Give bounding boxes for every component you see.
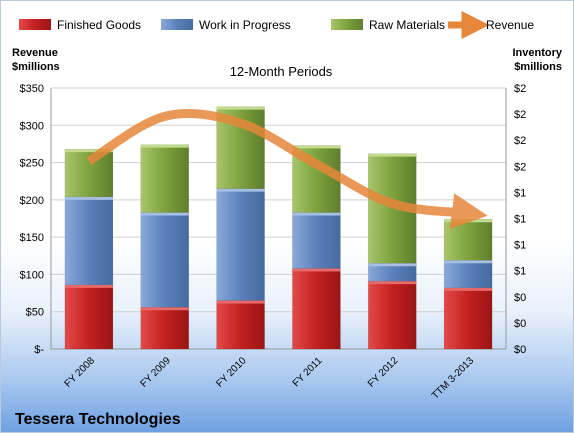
legend-swatch xyxy=(19,19,51,30)
bar-finished-goods xyxy=(443,287,493,350)
right-tick-label: $0 xyxy=(514,344,526,356)
right-tick-label: $2 xyxy=(514,161,526,173)
bar-work-in-progress-cap xyxy=(368,263,417,267)
bar-work-in-progress xyxy=(292,212,341,269)
right-tick-label: $1 xyxy=(514,266,526,278)
bar-raw-materials-cap xyxy=(292,145,341,149)
left-tick-label: $300 xyxy=(20,120,44,132)
right-tick-labels: $0 $0 $0 $1 $1 $1 $1 $2 $2 $2 $2 xyxy=(514,83,526,356)
bar-finished-goods-cap xyxy=(216,300,265,304)
x-tick-label: FY 2011 xyxy=(291,355,325,389)
bar-work-in-progress xyxy=(64,196,114,286)
bar-finished-goods xyxy=(216,300,265,350)
legend-label: Work in Progress xyxy=(199,18,291,32)
bar-finished-goods xyxy=(368,280,417,350)
bar-work-in-progress-cap xyxy=(64,196,113,200)
revenue-line xyxy=(86,108,488,230)
bar-raw-materials xyxy=(140,144,189,213)
bar-raw-materials-cap xyxy=(444,219,493,223)
bar-finished-goods-cap xyxy=(64,284,113,288)
x-tick-label: FY 2009 xyxy=(138,355,173,390)
bar-raw-materials-cap xyxy=(64,149,113,153)
right-axis-label: Inventory $millions xyxy=(512,47,562,73)
bar-work-in-progress xyxy=(443,260,493,289)
legend-label: Finished Goods xyxy=(57,18,141,32)
right-tick-label: $0 xyxy=(514,292,526,304)
legend-label: Raw Materials xyxy=(369,18,445,32)
bar-work-in-progress-cap xyxy=(140,212,189,216)
x-tick-label: FY 2012 xyxy=(366,355,401,390)
x-tick-label: FY 2010 xyxy=(214,355,249,390)
right-tick-label: $2 xyxy=(514,109,526,121)
bar-work-in-progress xyxy=(140,212,189,308)
left-tick-label: $250 xyxy=(20,158,44,170)
chart-title: 12-Month Periods xyxy=(230,64,333,79)
left-tick-labels: $- $50 $100 $150 $200 $250 $300 $350 xyxy=(20,83,45,356)
left-tick-label: $50 xyxy=(26,307,44,319)
bar-work-in-progress xyxy=(216,188,265,301)
legend: Finished Goods Work in Progress Raw Materi… xyxy=(19,11,534,39)
bar-raw-materials-cap xyxy=(216,106,265,110)
left-tick-label: $- xyxy=(34,344,44,356)
left-tick-label: $350 xyxy=(20,83,44,95)
company-name: Tessera Technologies xyxy=(15,411,181,428)
bar-finished-goods-cap xyxy=(444,287,493,291)
bar-finished-goods xyxy=(140,306,189,350)
bar-finished-goods-cap xyxy=(368,281,417,285)
right-tick-label: $0 xyxy=(514,318,526,330)
legend-swatch xyxy=(331,19,363,30)
bar-work-in-progress-cap xyxy=(292,212,341,216)
bar-work-in-progress-cap xyxy=(216,188,265,192)
right-tick-label: $1 xyxy=(514,187,526,199)
legend-swatch xyxy=(161,19,193,30)
bar-finished-goods xyxy=(292,268,341,350)
bar-work-in-progress-cap xyxy=(444,260,493,264)
left-axis-label: Revenue $millions xyxy=(12,47,60,73)
right-tick-label: $2 xyxy=(514,83,526,95)
bar-raw-materials-cap xyxy=(368,153,417,157)
bar-raw-materials xyxy=(443,218,493,261)
legend-label: Revenue xyxy=(486,18,534,32)
right-tick-label: $2 xyxy=(514,135,526,147)
x-tick-label: FY 2008 xyxy=(63,355,98,390)
right-tick-label: $1 xyxy=(514,214,526,226)
bar-finished-goods-cap xyxy=(140,307,189,311)
revenue-line-path xyxy=(86,108,488,230)
bar-finished-goods xyxy=(64,284,114,350)
bar-raw-materials-cap xyxy=(140,144,189,148)
x-tick-label: TTM 3-2013 xyxy=(430,355,477,402)
x-tick-labels: FY 2008 FY 2009 FY 2010 FY 2011 FY 2012 TTM 3… xyxy=(63,355,477,402)
left-tick-label: $150 xyxy=(20,232,44,244)
left-tick-label: $100 xyxy=(20,269,44,281)
right-tick-label: $1 xyxy=(514,240,526,252)
left-tick-label: $200 xyxy=(20,195,44,207)
gridlines xyxy=(50,87,507,350)
bar-finished-goods-cap xyxy=(292,268,341,272)
